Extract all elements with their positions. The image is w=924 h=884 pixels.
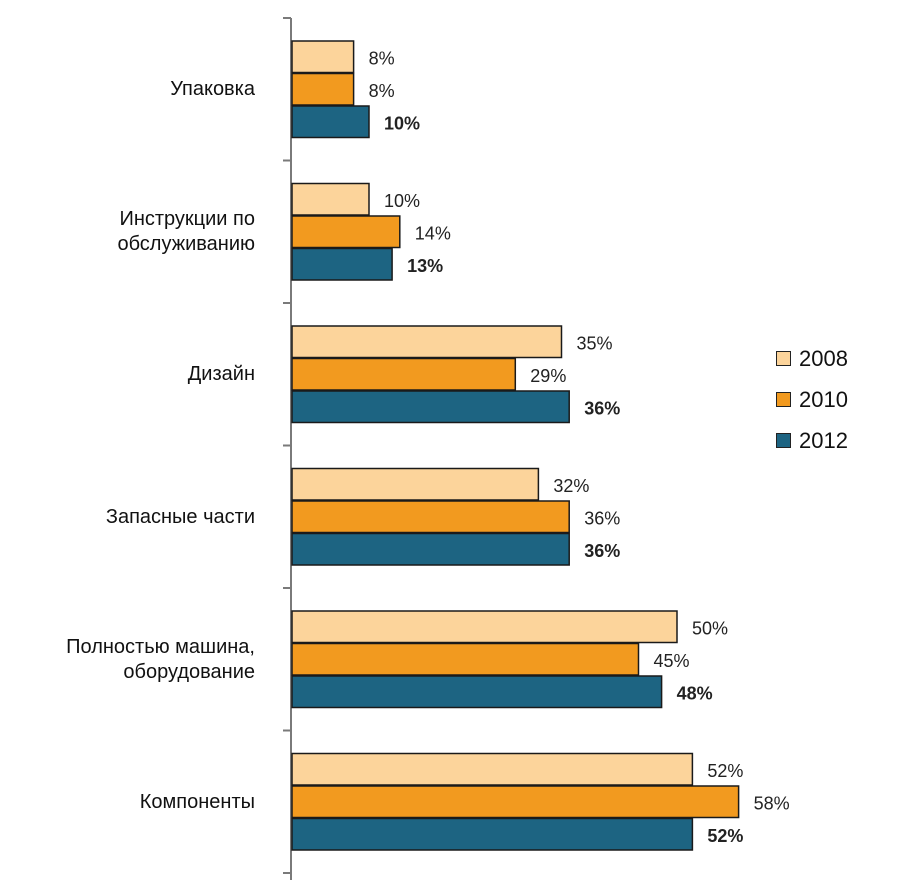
category-label-3: Запасные части bbox=[105, 505, 255, 528]
bar-2012-1 bbox=[291, 247, 393, 281]
legend-swatch-2010 bbox=[776, 392, 791, 407]
data-label-2008-0: 8% bbox=[369, 48, 395, 68]
bar-2012-0 bbox=[291, 105, 370, 139]
bar-2012-5 bbox=[291, 817, 694, 851]
bar-2010-1 bbox=[291, 215, 401, 249]
bar-2012-2 bbox=[291, 390, 570, 424]
legend-swatch-2008 bbox=[776, 351, 791, 366]
category-label-4: Полностью машина, оборудование bbox=[66, 635, 255, 683]
bar-2008-5 bbox=[291, 752, 694, 786]
category-label-2: Дизайн bbox=[187, 363, 255, 386]
data-label-2012-4: 48% bbox=[677, 683, 713, 703]
data-label-2012-3: 36% bbox=[584, 541, 620, 561]
bar-2012-4 bbox=[291, 675, 663, 709]
legend-item-2008: 2008 bbox=[776, 338, 848, 379]
data-label-2010-5: 58% bbox=[754, 793, 790, 813]
legend-item-2012: 2012 bbox=[776, 420, 848, 461]
bar-2008-3 bbox=[291, 467, 540, 501]
bar-2008-1 bbox=[291, 182, 370, 216]
data-label-2012-0: 10% bbox=[384, 113, 420, 133]
bar-2010-2 bbox=[291, 357, 517, 391]
legend: 2008 2010 2012 bbox=[776, 338, 848, 461]
bar-2010-5 bbox=[291, 785, 740, 819]
data-label-2008-2: 35% bbox=[577, 333, 613, 353]
data-label-2012-2: 36% bbox=[584, 398, 620, 418]
legend-item-2010: 2010 bbox=[776, 379, 848, 420]
bar-2010-4 bbox=[291, 642, 640, 676]
legend-label-2012: 2012 bbox=[799, 427, 848, 453]
bar-2008-4 bbox=[291, 610, 678, 644]
data-label-2008-4: 50% bbox=[692, 618, 728, 638]
data-label-2010-1: 14% bbox=[415, 223, 451, 243]
bar-2010-0 bbox=[291, 72, 355, 106]
bar-2012-3 bbox=[291, 532, 570, 566]
category-label-5: Компоненты bbox=[139, 790, 255, 813]
data-label-2008-5: 52% bbox=[707, 761, 743, 781]
data-label-2010-0: 8% bbox=[369, 81, 395, 101]
legend-swatch-2012 bbox=[776, 433, 791, 448]
data-label-2010-4: 45% bbox=[654, 651, 690, 671]
bar-2008-0 bbox=[291, 40, 355, 74]
data-label-2008-1: 10% bbox=[384, 191, 420, 211]
data-label-2010-3: 36% bbox=[584, 508, 620, 528]
category-label-0: Упаковка bbox=[170, 78, 255, 101]
bar-2008-2 bbox=[291, 325, 563, 359]
bar-2010-3 bbox=[291, 500, 570, 534]
category-label-1: Инструкции по обслуживанию bbox=[117, 208, 255, 256]
legend-label-2010: 2010 bbox=[799, 386, 848, 412]
data-label-2012-5: 52% bbox=[707, 826, 743, 846]
legend-label-2008: 2008 bbox=[799, 345, 848, 371]
data-label-2010-2: 29% bbox=[530, 366, 566, 386]
data-label-2008-3: 32% bbox=[553, 476, 589, 496]
data-label-2012-1: 13% bbox=[407, 256, 443, 276]
